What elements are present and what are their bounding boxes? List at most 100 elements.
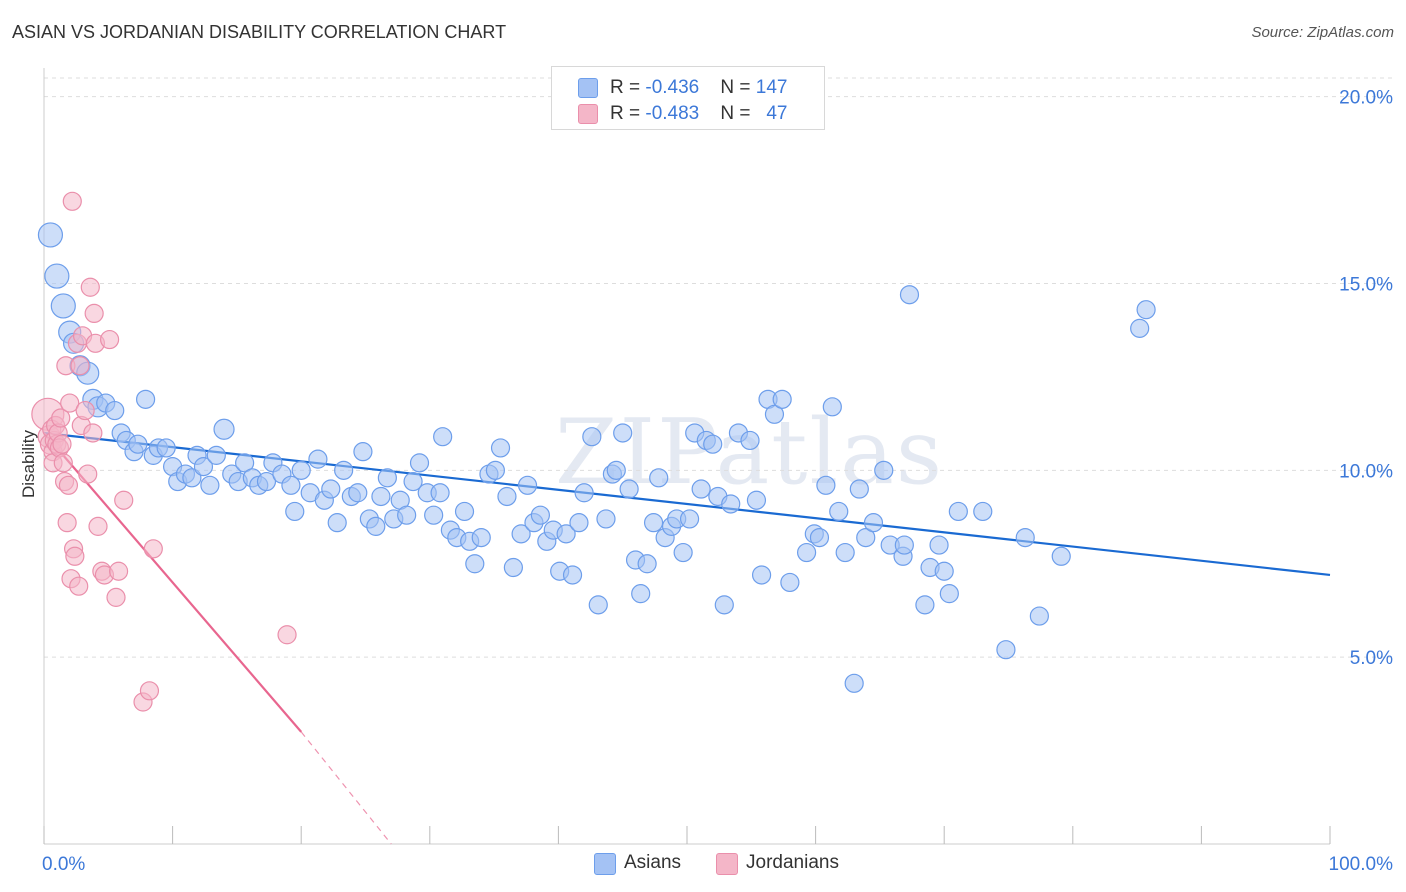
data-point-asian [409,453,430,473]
legend-text-jordanians: R = -0.483 N = 47 [610,103,788,124]
data-point-asian [721,494,741,514]
data-point-asian [193,457,214,477]
data-point-asian [973,501,993,522]
data-point-asian [308,449,328,469]
data-point-asian [679,509,700,529]
data-point-asian [1029,606,1049,626]
data-point-asian [1051,546,1071,566]
data-point-asian [334,460,354,480]
y-tick-label: 10.0% [1339,461,1393,482]
data-point-asian [327,513,347,533]
data-point-asian [703,434,723,454]
data-point-asian [996,640,1016,660]
trend-lines [43,431,1331,845]
data-point-asian [929,535,949,555]
data-point-asian [816,475,836,495]
data-point-asian [511,524,531,544]
data-point-asian [939,584,959,604]
data-point-asian [772,389,792,409]
data-point-jordanian [106,587,126,607]
data-point-asian [497,486,517,507]
data-point-jordanian [62,191,82,211]
data-point-asian [321,479,341,499]
data-point-asian [213,418,235,440]
y-axis-label: Disability [19,429,38,498]
legend-text-asians: R = -0.436 N = 147 [610,77,788,98]
data-point-asian [235,453,255,473]
legend-swatch-asians [578,78,598,98]
data-point-asian [200,475,220,495]
data-point-asian [403,471,423,492]
data-point-asian [397,505,417,525]
data-point-asian [44,263,70,289]
data-point-asian [430,483,450,503]
data-point-asian [371,486,391,507]
data-point-jordanian [139,681,160,701]
data-point-asian [631,584,651,604]
data-point-jordanian [78,464,98,484]
data-point-asian [643,513,664,533]
data-point-asian [485,460,505,480]
data-point-asian [740,430,760,451]
data-point-jordanian [88,516,108,536]
data-point-jordanian [69,576,89,596]
data-point-asian [471,527,491,548]
watermark: ZIPatlas [555,400,945,505]
data-point-asian [1136,300,1156,320]
data-point-asian [822,397,842,417]
data-point-asian [588,595,608,615]
data-point-asian [894,535,914,555]
data-point-asian [915,595,935,615]
data-point-asian [835,542,855,563]
data-point-asian [37,222,64,248]
data-point-asian [256,471,277,492]
data-point-asian [366,516,386,536]
data-point-asian [863,513,884,533]
data-point-asian [637,554,657,574]
data-point-jordanian [65,546,85,566]
trend-line-asians [43,431,1331,577]
data-point-jordanian [51,408,71,428]
data-point-asian [613,423,633,443]
data-point-asian [291,460,311,480]
data-point-asian [353,442,373,462]
data-point-asian [934,561,954,581]
axes [43,68,1331,845]
data-point-jordanian [80,277,100,297]
data-point-asian [569,513,589,533]
data-point-asian [454,501,475,522]
data-point-asian [105,400,125,421]
data-point-asian [377,468,397,488]
bottom-swatch-asians [594,853,616,875]
data-point-asian [530,505,550,525]
jordanian-points [31,191,297,712]
x-tick-label: 0.0% [42,854,85,875]
tick-labels: 5.0% 10.0% 15.0% 20.0% 0.0% 100.0% [42,88,1393,875]
data-point-jordanian [114,490,134,510]
data-point-asian [503,557,523,578]
data-point-jordanian [75,400,95,421]
data-point-asian [182,468,202,488]
data-point-asian [796,542,817,563]
data-point-asian [764,404,785,424]
data-point-jordanian [53,453,73,473]
source-label: Source: ZipAtlas.com [1251,24,1394,41]
data-point-asian [1015,527,1035,548]
data-point-asian [582,427,602,447]
data-point-asian [691,479,711,499]
data-point-asian [673,542,693,563]
data-point-asian [517,475,538,495]
data-point-asian [348,483,368,503]
data-point-jordanian [58,475,79,495]
data-point-jordanian [108,561,129,581]
data-point-asian [714,595,734,615]
data-point-asian [285,501,305,522]
data-point-asian [50,293,76,319]
legend-swatch-jordanians [578,104,598,124]
data-point-asian [156,438,176,458]
data-point-asian [809,527,830,548]
data-point-asian [856,527,876,548]
data-point-asian [751,565,772,585]
data-point-jordanian [143,539,163,559]
